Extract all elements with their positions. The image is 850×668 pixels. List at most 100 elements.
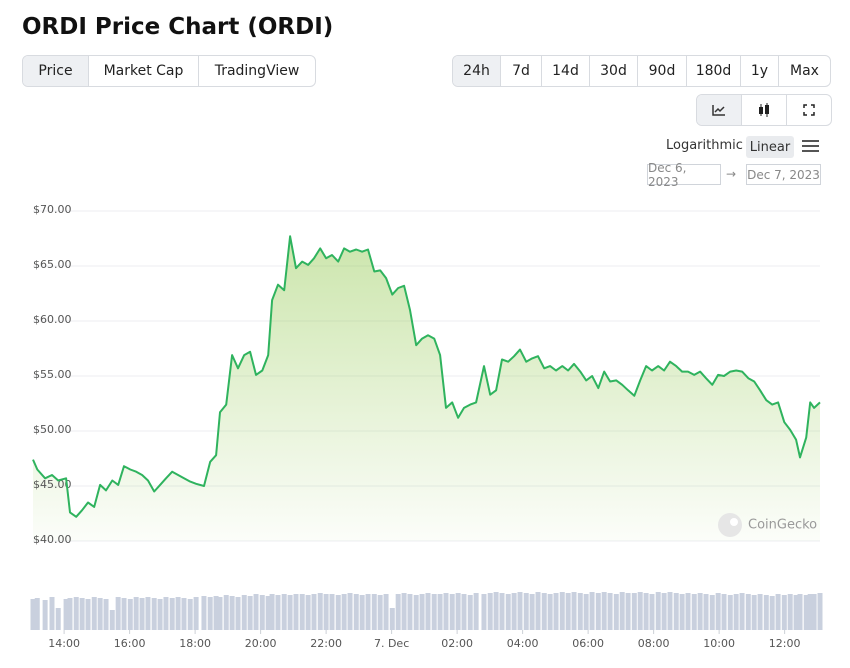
- line-chart-button[interactable]: [697, 95, 742, 125]
- volume-bar: [97, 598, 103, 630]
- volume-bar: [715, 593, 721, 630]
- volume-bar: [187, 599, 193, 630]
- chart-style-group: [696, 94, 832, 126]
- range-group: 24h 7d 14d 30d 90d 180d 1y Max: [452, 55, 831, 87]
- volume-bar: [139, 598, 145, 630]
- volume-bar: [109, 610, 115, 630]
- volume-bar: [175, 597, 181, 630]
- volume-bar: [389, 608, 395, 630]
- volume-bar: [42, 600, 48, 630]
- volume-bar: [553, 593, 559, 630]
- volume-bar: [73, 597, 79, 630]
- volume-bar: [511, 593, 517, 630]
- candle-chart-button[interactable]: [742, 95, 787, 125]
- volume-bar: [401, 593, 407, 630]
- volume-bar: [425, 593, 431, 630]
- volume-bar: [49, 597, 55, 630]
- volume-bar: [431, 594, 437, 630]
- range-button[interactable]: 180d: [687, 56, 741, 86]
- volume-bar: [547, 594, 553, 630]
- menu-icon[interactable]: [802, 140, 820, 154]
- tab-group: Price Market Cap TradingView: [22, 55, 316, 87]
- volume-bar: [461, 594, 467, 630]
- tab[interactable]: TradingView: [214, 63, 300, 79]
- volume-bar: [235, 597, 241, 630]
- tab[interactable]: Market Cap: [89, 56, 199, 86]
- volume-bar: [595, 593, 601, 630]
- volume-bar: [613, 594, 619, 630]
- x-tick-label: 18:00: [179, 637, 211, 650]
- fullscreen-button[interactable]: [787, 95, 831, 125]
- date-to[interactable]: Dec 7, 2023: [746, 164, 821, 185]
- volume-bar: [299, 594, 305, 630]
- volume-bar: [565, 593, 571, 630]
- volume-bar: [217, 597, 223, 630]
- volume-bar: [377, 595, 383, 630]
- y-tick-label: $60.00: [33, 313, 72, 326]
- x-tick-label: 14:00: [48, 637, 80, 650]
- range-button[interactable]: 90d: [638, 56, 687, 86]
- volume-bar: [493, 592, 499, 630]
- y-tick-label: $45.00: [33, 478, 72, 491]
- volume-bar: [709, 595, 715, 630]
- volume-bar: [559, 592, 565, 630]
- volume-bar: [733, 594, 739, 630]
- chart-title: ORDI Price Chart (ORDI): [22, 14, 334, 40]
- volume-bar: [607, 593, 613, 630]
- volume-bar: [341, 594, 347, 630]
- candle-icon: [759, 103, 769, 117]
- date-arrow: →: [726, 167, 737, 181]
- volume-bar: [265, 596, 271, 630]
- volume-bar: [347, 593, 353, 630]
- volume-bar: [499, 593, 505, 630]
- volume-bar: [335, 595, 341, 630]
- volume-bar: [79, 598, 85, 630]
- volume-bar: [797, 594, 803, 630]
- log-option[interactable]: Logarithmic: [666, 138, 743, 153]
- volume-bar: [201, 596, 207, 630]
- volume-bar: [473, 593, 479, 630]
- volume-bar: [253, 594, 259, 630]
- volume-bar: [121, 598, 127, 630]
- volume-bar: [583, 594, 589, 630]
- volume-bar: [133, 597, 139, 630]
- y-tick-label: $50.00: [33, 423, 72, 436]
- range-button[interactable]: 24h: [453, 56, 501, 86]
- volume-bar: [487, 593, 493, 630]
- volume-bar: [293, 594, 299, 630]
- linear-option[interactable]: Linear: [746, 136, 794, 158]
- volume-bar: [229, 596, 235, 630]
- tab[interactable]: Price: [23, 56, 89, 86]
- price-line: [32, 235, 821, 518]
- volume-bar: [163, 597, 169, 630]
- volume-bar: [287, 595, 293, 630]
- volume-bar: [241, 595, 247, 630]
- volume-bar: [247, 596, 253, 630]
- volume-bar: [721, 594, 727, 630]
- volume-bar: [727, 595, 733, 630]
- range-button[interactable]: 14d: [542, 56, 590, 86]
- volume-bar: [517, 592, 523, 630]
- volume-bar: [419, 594, 425, 630]
- range-button[interactable]: 30d: [590, 56, 638, 86]
- watermark: CoinGecko: [718, 513, 817, 537]
- volume-bar: [807, 594, 813, 630]
- x-tick-label: 20:00: [245, 637, 277, 650]
- volume-bar: [323, 594, 329, 630]
- x-tick-label: 22:00: [310, 637, 342, 650]
- volume-bar: [30, 599, 36, 630]
- volume-bar: [691, 594, 697, 630]
- volume-bar: [269, 594, 275, 630]
- range-button[interactable]: 7d: [501, 56, 542, 86]
- volume-bar: [787, 594, 793, 630]
- volume-bar: [329, 594, 335, 630]
- volume-bar: [85, 599, 91, 630]
- range-button[interactable]: Max: [790, 63, 819, 79]
- y-tick-label: $70.00: [33, 203, 72, 216]
- volume-bar: [353, 594, 359, 630]
- volume-bar: [505, 594, 511, 630]
- volume-bar: [311, 594, 317, 630]
- volume-bar: [181, 598, 187, 630]
- range-button[interactable]: 1y: [741, 56, 779, 86]
